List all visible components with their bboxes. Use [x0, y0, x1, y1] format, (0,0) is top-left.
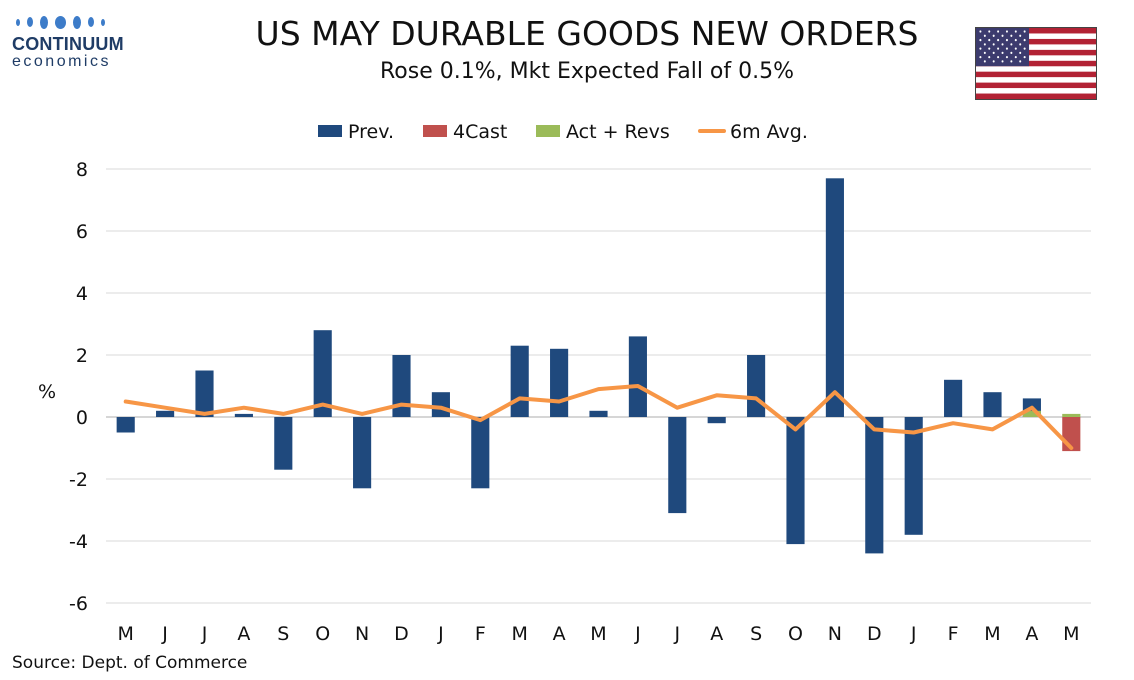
- y-tick-label: 2: [76, 345, 88, 367]
- bar: [195, 370, 214, 417]
- bar: [234, 413, 253, 417]
- x-tick-label: D: [867, 623, 882, 645]
- bar: [116, 417, 135, 433]
- bar: [904, 417, 923, 535]
- chart-title: US MAY DURABLE GOODS NEW ORDERS: [255, 14, 919, 53]
- x-tick-label: A: [237, 623, 250, 645]
- legend-swatch: [423, 125, 447, 137]
- x-tick-label: A: [710, 623, 723, 645]
- bar: [865, 417, 884, 554]
- x-tick-label: J: [161, 623, 168, 645]
- legend-swatch: [318, 125, 342, 137]
- bar: [825, 178, 844, 417]
- bars: [116, 178, 1081, 554]
- bar: [944, 379, 963, 417]
- y-axis-label: %: [38, 381, 56, 403]
- x-tick-label: A: [553, 623, 566, 645]
- x-tick-label: D: [394, 623, 409, 645]
- continuum-logo: CONTINUUM economics: [12, 14, 137, 76]
- logo-dots-icon: [12, 14, 137, 30]
- bar: [510, 345, 529, 417]
- source-note: Source: Dept. of Commerce: [12, 653, 248, 673]
- bar: [786, 417, 805, 545]
- x-tick-label: J: [437, 623, 444, 645]
- x-tick-label: F: [475, 623, 486, 645]
- x-tick-label: M: [984, 623, 1000, 645]
- x-tick-label: N: [355, 623, 369, 645]
- bar: [313, 330, 332, 417]
- us-flag-icon: [975, 27, 1097, 100]
- y-tick-label: 4: [76, 283, 88, 305]
- y-tick-label: 0: [76, 407, 88, 429]
- y-tick-label: -2: [69, 469, 88, 491]
- bar: [353, 417, 372, 489]
- x-tick-label: O: [788, 623, 803, 645]
- x-tick-label: A: [1025, 623, 1038, 645]
- bar: [431, 392, 450, 417]
- x-tick-label: M: [590, 623, 606, 645]
- x-tick-label: F: [948, 623, 959, 645]
- bar: [392, 355, 411, 417]
- x-tick-label: J: [910, 623, 917, 645]
- x-tick-label: M: [511, 623, 527, 645]
- x-tick-label: M: [1063, 623, 1079, 645]
- x-tick-label: O: [315, 623, 330, 645]
- x-tick-label: S: [277, 623, 289, 645]
- bar: [668, 417, 687, 514]
- bar: [589, 410, 608, 417]
- legend-label: Prev.: [348, 121, 394, 143]
- y-tick-label: -4: [69, 531, 88, 553]
- y-axis-ticks: -6 -4 -2 0 2 4 6 8: [69, 159, 88, 615]
- bar: [1062, 413, 1081, 417]
- legend: Prev. 4Cast Act + Revs 6m Avg.: [318, 121, 808, 143]
- bar: [628, 336, 647, 417]
- x-tick-label: J: [634, 623, 641, 645]
- bar: [983, 392, 1002, 417]
- y-tick-label: 6: [76, 221, 88, 243]
- legend-label: Act + Revs: [566, 121, 670, 143]
- bar: [274, 417, 293, 470]
- bar: [550, 348, 569, 417]
- legend-label: 4Cast: [453, 121, 507, 143]
- x-tick-label: M: [117, 623, 133, 645]
- x-tick-label: N: [828, 623, 842, 645]
- bar: [707, 417, 726, 424]
- avg-line: [123, 384, 1074, 450]
- x-tick-label: S: [750, 623, 762, 645]
- bar: [747, 355, 766, 417]
- legend-label: 6m Avg.: [730, 121, 808, 143]
- avg-line-layer: [123, 384, 1074, 450]
- gridlines: [106, 168, 1091, 604]
- logo-name: CONTINUUM: [12, 34, 124, 54]
- bar: [471, 417, 490, 489]
- bar: [1022, 410, 1041, 417]
- x-tick-label: J: [201, 623, 208, 645]
- y-tick-label: -6: [69, 593, 88, 615]
- x-tick-label: J: [673, 623, 680, 645]
- logo-subtitle: economics: [12, 53, 111, 70]
- legend-swatch: [536, 125, 560, 137]
- bar: [156, 410, 175, 417]
- chart-subtitle: Rose 0.1%, Mkt Expected Fall of 0.5%: [379, 59, 795, 84]
- y-tick-label: 8: [76, 159, 88, 181]
